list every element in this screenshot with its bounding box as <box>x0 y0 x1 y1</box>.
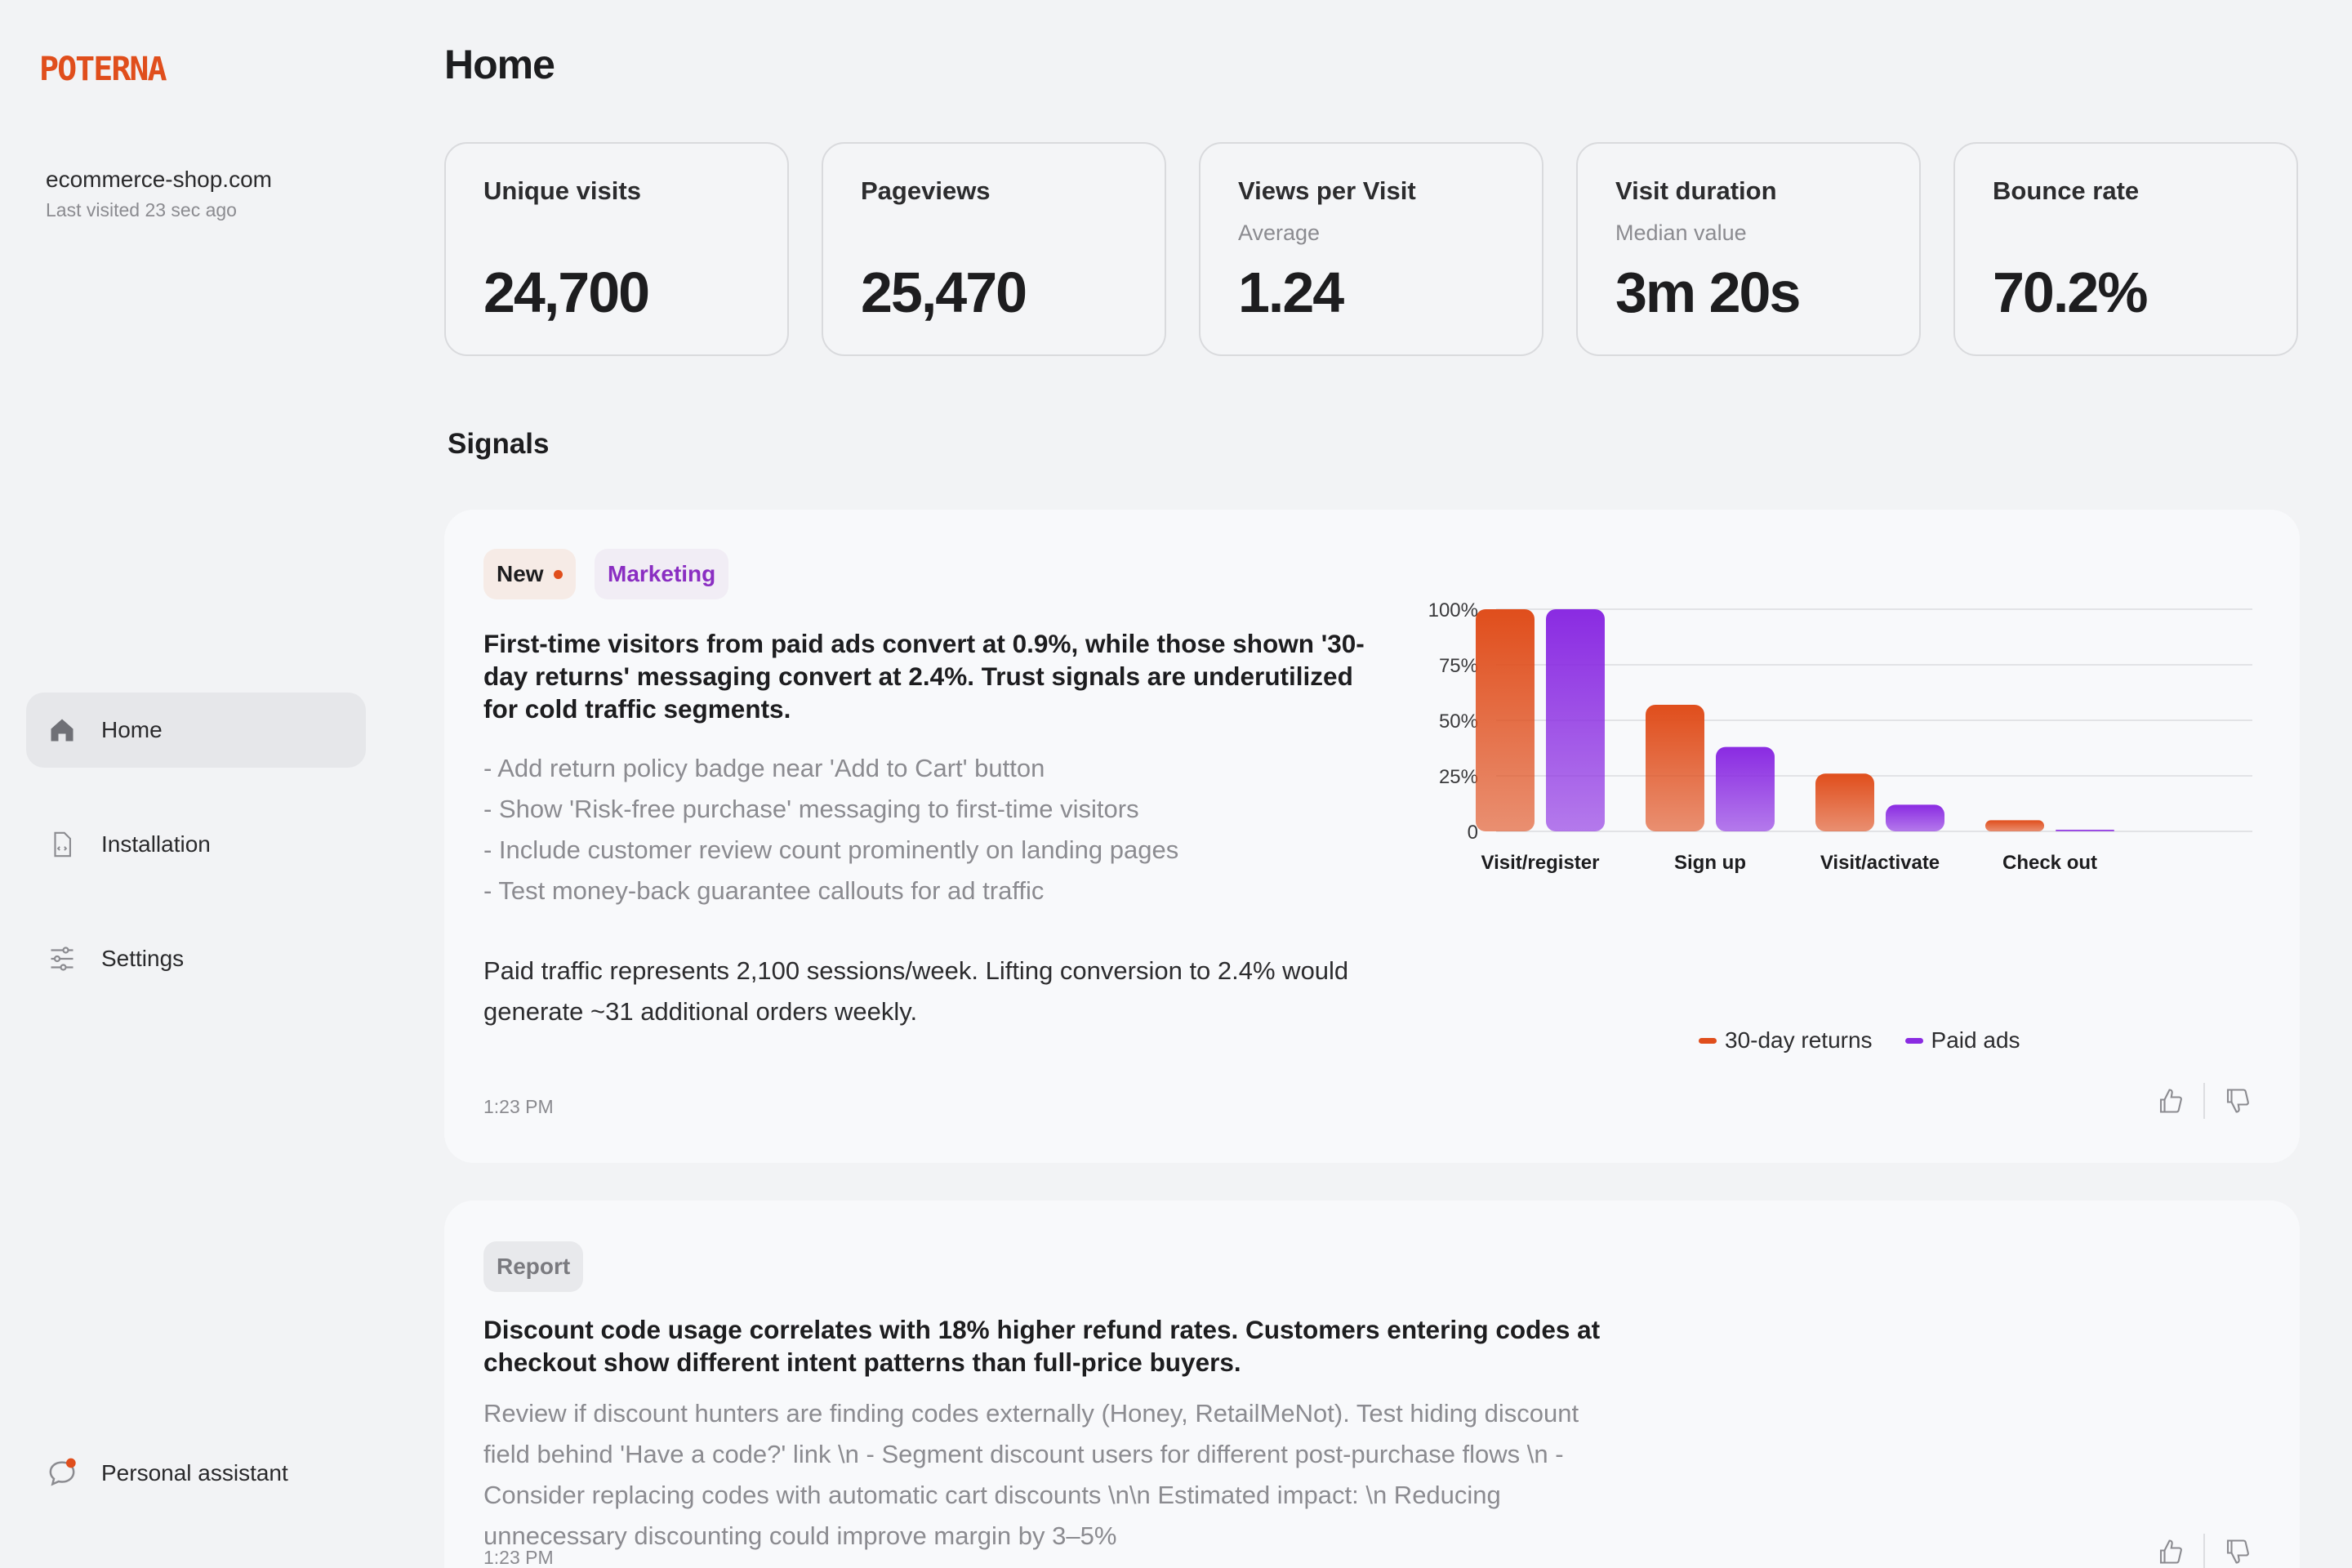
legend-swatch <box>1904 1037 1923 1044</box>
y-tick-label: 75% <box>1439 655 1478 677</box>
x-tick-label: Visit/activate <box>1820 852 1940 874</box>
site-info: ecommerce-shop.com Last visited 23 sec a… <box>46 167 272 221</box>
recommendation-list: - Add return policy badge near 'Add to C… <box>483 748 1178 911</box>
unread-dot-icon <box>553 569 563 579</box>
stat-label: Bounce rate <box>1993 176 2140 205</box>
bar <box>1815 773 1874 831</box>
stat-value: 3m 20s <box>1615 261 1801 324</box>
legend-label: Paid ads <box>1931 1027 2020 1053</box>
bar <box>2056 830 2114 831</box>
signal-timestamp: 1:23 PM <box>483 1096 554 1117</box>
signal-headline: Discount code usage correlates with 18% … <box>483 1315 1601 1377</box>
stats-row: Unique visits 24,700 Pageviews 25,470 Vi… <box>444 142 2298 356</box>
signal-timestamp: 1:23 PM <box>483 1547 554 1568</box>
signal-card: New Marketing First-time visitors from p… <box>444 510 2300 1163</box>
bar <box>1546 609 1605 831</box>
stat-value: 70.2% <box>1993 261 2148 324</box>
home-icon <box>46 714 78 746</box>
thumbs-down-icon[interactable] <box>2220 1534 2256 1568</box>
personal-assistant-button[interactable]: Personal assistant <box>46 1457 288 1490</box>
stat-card-pageviews[interactable]: Pageviews 25,470 <box>822 142 1166 356</box>
thumbs-down-icon[interactable] <box>2220 1083 2256 1119</box>
y-tick-label: 25% <box>1439 766 1478 788</box>
y-tick-label: 100% <box>1428 599 1478 621</box>
thumbs-up-icon[interactable] <box>2153 1534 2189 1568</box>
legend-label: 30-day returns <box>1725 1027 1873 1053</box>
new-badge: New <box>483 549 576 599</box>
y-tick-label: 0 <box>1468 822 1478 844</box>
feedback-controls <box>2153 1534 2256 1568</box>
stat-value: 25,470 <box>861 261 1027 324</box>
sidebar-item-label: Home <box>101 717 163 742</box>
signal-impact: Paid traffic represents 2,100 sessions/w… <box>483 956 1349 1026</box>
stat-card-views-per-visit[interactable]: Views per Visit Average 1.24 <box>1199 142 1544 356</box>
thumbs-up-icon[interactable] <box>2153 1083 2189 1119</box>
stat-card-unique-visits[interactable]: Unique visits 24,700 <box>444 142 789 356</box>
bar <box>1646 704 1704 831</box>
stat-value: 1.24 <box>1238 261 1344 324</box>
stat-card-visit-duration[interactable]: Visit duration Median value 3m 20s <box>1576 142 1921 356</box>
feedback-controls <box>2153 1083 2256 1119</box>
category-badge[interactable]: Marketing <box>595 549 729 599</box>
report-badge[interactable]: Report <box>483 1241 584 1292</box>
stat-sublabel: Median value <box>1615 220 1747 245</box>
list-item: - Test money-back guarantee callouts for… <box>483 876 1045 905</box>
page-title: Home <box>444 42 555 87</box>
site-domain[interactable]: ecommerce-shop.com <box>46 167 272 192</box>
y-tick-label: 50% <box>1439 710 1478 733</box>
new-badge-label: New <box>497 561 544 586</box>
sidebar-item-home[interactable]: Home <box>26 693 366 768</box>
legend-item[interactable]: Paid ads <box>1904 1027 2020 1054</box>
bar <box>1886 804 1944 831</box>
sliders-icon <box>46 942 78 975</box>
sidebar-item-settings[interactable]: Settings <box>26 921 366 996</box>
divider <box>2203 1534 2205 1568</box>
stat-card-bounce-rate[interactable]: Bounce rate 70.2% <box>1953 142 2298 356</box>
bar <box>1985 820 2044 831</box>
brand-logo[interactable]: POTERNA <box>39 51 167 88</box>
signal-headline: First-time visitors from paid ads conver… <box>483 629 1365 724</box>
chart-legend: 30-day returns Paid ads <box>1699 1027 2020 1054</box>
chat-bubble-icon <box>46 1457 78 1490</box>
stat-value: 24,700 <box>483 261 650 324</box>
stat-sublabel: Average <box>1238 220 1321 245</box>
sidebar-nav: Home Installation Settings <box>26 693 366 1036</box>
bar <box>1476 609 1535 831</box>
sidebar-item-label: Settings <box>101 946 185 971</box>
divider <box>2203 1083 2205 1119</box>
sidebar-item-label: Installation <box>101 831 211 857</box>
sidebar-item-installation[interactable]: Installation <box>26 807 366 882</box>
signal-body: Review if discount hunters are finding c… <box>483 1399 1579 1550</box>
stat-label: Views per Visit <box>1238 176 1416 205</box>
bar <box>1716 746 1775 831</box>
x-tick-label: Check out <box>2002 852 2097 874</box>
x-tick-label: Visit/register <box>1481 852 1600 874</box>
stat-label: Unique visits <box>483 176 641 205</box>
funnel-bar-chart: 0 25% 50% 75% 100% Visit/register Sign up Visit… <box>1428 599 2252 874</box>
legend-swatch <box>1699 1037 1717 1044</box>
stat-label: Pageviews <box>861 176 991 205</box>
signals-title: Signals <box>448 428 550 460</box>
stat-label: Visit duration <box>1615 176 1777 205</box>
document-icon <box>46 828 78 861</box>
signal-card: Report Discount code usage correlates wi… <box>444 1200 2300 1568</box>
x-tick-label: Sign up <box>1674 852 1746 874</box>
list-item: - Add return policy badge near 'Add to C… <box>483 754 1045 782</box>
personal-assistant-label: Personal assistant <box>101 1460 288 1486</box>
site-last-visited: Last visited 23 sec ago <box>46 199 237 220</box>
legend-item[interactable]: 30-day returns <box>1699 1027 1873 1054</box>
list-item: - Include customer review count prominen… <box>483 835 1179 864</box>
list-item: - Show 'Risk-free purchase' messaging to… <box>483 795 1139 823</box>
